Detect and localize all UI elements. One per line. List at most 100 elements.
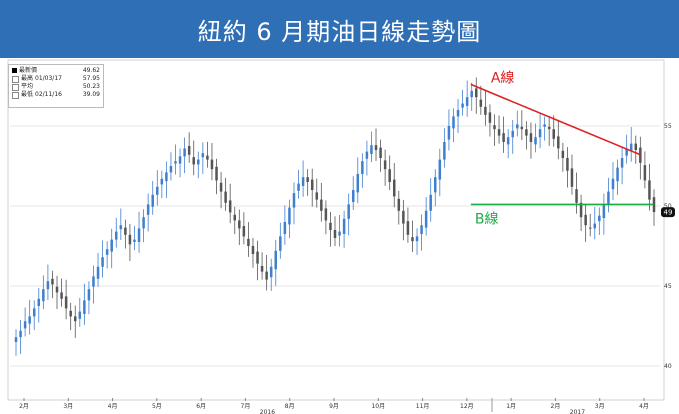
- trend-line: [470, 83, 641, 156]
- candle-body: [479, 99, 483, 107]
- candle-body: [87, 289, 91, 301]
- x-tick-label: 9月: [329, 403, 339, 410]
- candle-body: [356, 174, 360, 193]
- candle-body: [611, 178, 615, 190]
- legend-swatch-icon: [12, 76, 19, 83]
- candle-body: [397, 198, 401, 211]
- candle-body: [137, 228, 141, 242]
- candle-body: [206, 155, 209, 160]
- candle-body: [301, 177, 305, 186]
- legend-item: 最低 02/11/16 39.09: [12, 91, 100, 99]
- candle-body: [110, 239, 113, 252]
- candle-body: [420, 225, 423, 234]
- candle-body: [51, 278, 54, 285]
- overlay-lines: A線 B線 49: [470, 70, 675, 227]
- candle-body: [424, 210, 428, 228]
- candle-body: [648, 180, 651, 200]
- candle-body: [83, 300, 86, 314]
- candle-body: [470, 90, 473, 98]
- candle-body: [128, 234, 132, 245]
- candle-body: [342, 218, 346, 234]
- candle-body: [64, 296, 68, 309]
- legend-box: 最新價 49.62 最高 01/03/17 57.95 平均 50.23 最低 …: [8, 64, 104, 108]
- x-tick-label: 4月: [639, 403, 649, 410]
- candle-body: [607, 191, 610, 205]
- candle-body: [516, 124, 519, 129]
- candle-body: [23, 321, 27, 329]
- candle-body: [561, 150, 565, 158]
- candle-body: [333, 230, 337, 238]
- candle-body: [620, 158, 624, 168]
- candle-body: [42, 289, 45, 302]
- candle-body: [493, 125, 496, 130]
- x-tick-label: 8月: [285, 403, 295, 410]
- trend-line-label: A線: [491, 70, 515, 86]
- candle-body: [201, 153, 205, 158]
- candle-body: [260, 266, 264, 272]
- legend-swatch-icon: [12, 68, 17, 73]
- y-tick-label: 45: [664, 283, 672, 290]
- candle-body: [37, 298, 41, 306]
- candle-body: [434, 177, 437, 193]
- candle-body: [361, 161, 364, 174]
- candle-body: [652, 197, 656, 213]
- last-price-label: 49: [664, 209, 673, 217]
- candle-body: [274, 250, 278, 270]
- candle-body: [552, 129, 555, 139]
- candle-body: [283, 222, 287, 234]
- candle-body: [547, 126, 551, 130]
- candle-body: [32, 308, 36, 317]
- year-label: 2017: [570, 409, 585, 414]
- candle-body: [347, 204, 350, 219]
- candle-body: [210, 159, 214, 170]
- candle-body: [292, 193, 296, 208]
- candle-body: [475, 88, 478, 98]
- candle-body: [165, 172, 168, 182]
- year-label: 2016: [260, 409, 275, 414]
- candle-body: [538, 129, 542, 138]
- candle-body: [370, 145, 373, 154]
- candles: [14, 77, 656, 356]
- x-tick-label: 10月: [371, 403, 385, 410]
- candle-body: [543, 124, 546, 127]
- candle-body: [461, 103, 464, 108]
- candle-body: [402, 210, 405, 224]
- candle-body: [525, 129, 528, 136]
- candle-body: [187, 146, 191, 155]
- legend-item: 平均 50.23: [12, 83, 100, 91]
- candle-body: [497, 129, 501, 136]
- x-tick-label: 3月: [63, 403, 73, 410]
- x-tick-label: 5月: [152, 403, 162, 410]
- candle-body: [197, 159, 200, 165]
- candle-body: [529, 133, 533, 142]
- candle-body: [169, 166, 173, 173]
- candle-body: [625, 148, 628, 156]
- trend-line-label: B線: [475, 211, 499, 227]
- candle-body: [251, 246, 255, 254]
- last-price-badge: [661, 207, 675, 218]
- candle-body: [506, 137, 510, 145]
- x-axis: 2月 3月 4月 5月 6月 7月 8月 9月 10月 11月 12月 1月 2月 3月 4月 2016 201…: [19, 398, 649, 414]
- candle-body: [388, 169, 391, 182]
- candle-body: [219, 182, 223, 192]
- candle-body: [146, 204, 150, 215]
- legend-swatch-icon: [12, 92, 19, 99]
- x-tick-label: 12月: [460, 403, 474, 410]
- candle-body: [511, 130, 514, 138]
- candle-body: [297, 183, 300, 191]
- candle-body: [115, 231, 118, 240]
- candle-body: [315, 192, 319, 200]
- candle-body: [228, 200, 232, 213]
- candle-body: [584, 214, 587, 226]
- candle-body: [629, 143, 633, 151]
- candle-body: [256, 251, 259, 264]
- legend-swatch-icon: [12, 84, 19, 91]
- candle-body: [124, 227, 127, 235]
- x-tick-label: 11月: [416, 403, 430, 410]
- candle-body: [329, 222, 332, 230]
- candle-body: [411, 237, 414, 242]
- grid: [10, 125, 660, 367]
- candle-body: [634, 143, 638, 150]
- candle-body: [265, 271, 268, 280]
- candle-body: [579, 202, 583, 218]
